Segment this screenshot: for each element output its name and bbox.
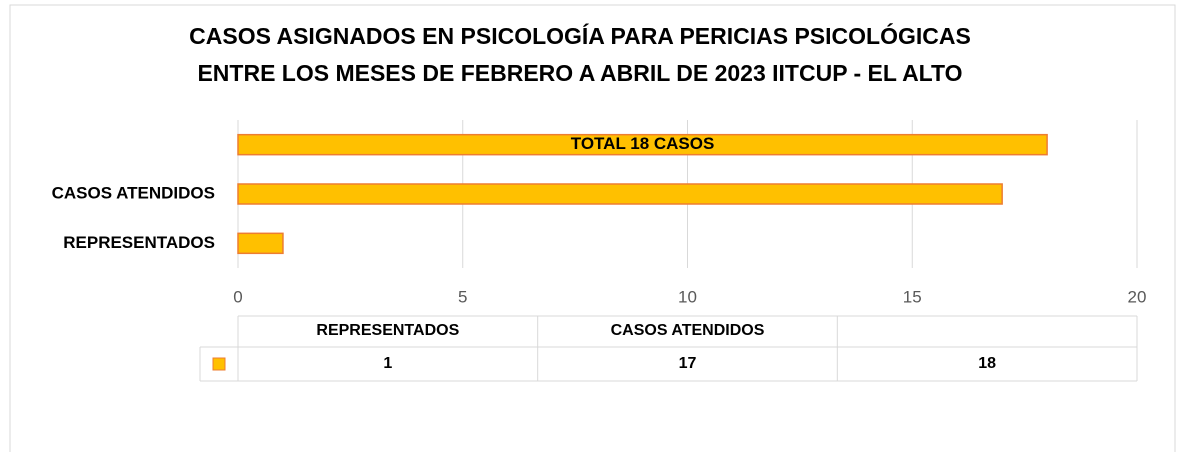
annotation: TOTAL 18 CASOS bbox=[571, 134, 715, 153]
table-value: 18 bbox=[978, 355, 996, 372]
x-tick-label: 5 bbox=[458, 287, 467, 306]
chart-title: ENTRE LOS MESES DE FEBRERO A ABRIL DE 20… bbox=[197, 60, 962, 86]
x-tick-label: 10 bbox=[678, 287, 697, 306]
legend-key bbox=[212, 357, 226, 371]
chart-title: CASOS ASIGNADOS EN PSICOLOGÍA PARA PERIC… bbox=[189, 22, 971, 49]
table-header: REPRESENTADOS bbox=[316, 322, 459, 339]
y-tick-label: CASOS ATENDIDOS bbox=[52, 183, 215, 202]
y-tick-label: REPRESENTADOS bbox=[63, 233, 215, 252]
table-value: 17 bbox=[679, 355, 697, 372]
chart-border bbox=[9, 4, 1176, 452]
table-value: 1 bbox=[383, 355, 392, 372]
x-tick-label: 20 bbox=[1128, 287, 1147, 306]
table-header: CASOS ATENDIDOS bbox=[611, 322, 765, 339]
bar bbox=[237, 183, 1003, 205]
bar bbox=[237, 232, 284, 255]
bar bbox=[237, 133, 1048, 156]
x-tick-label: 0 bbox=[233, 287, 242, 306]
x-tick-label: 15 bbox=[903, 287, 922, 306]
